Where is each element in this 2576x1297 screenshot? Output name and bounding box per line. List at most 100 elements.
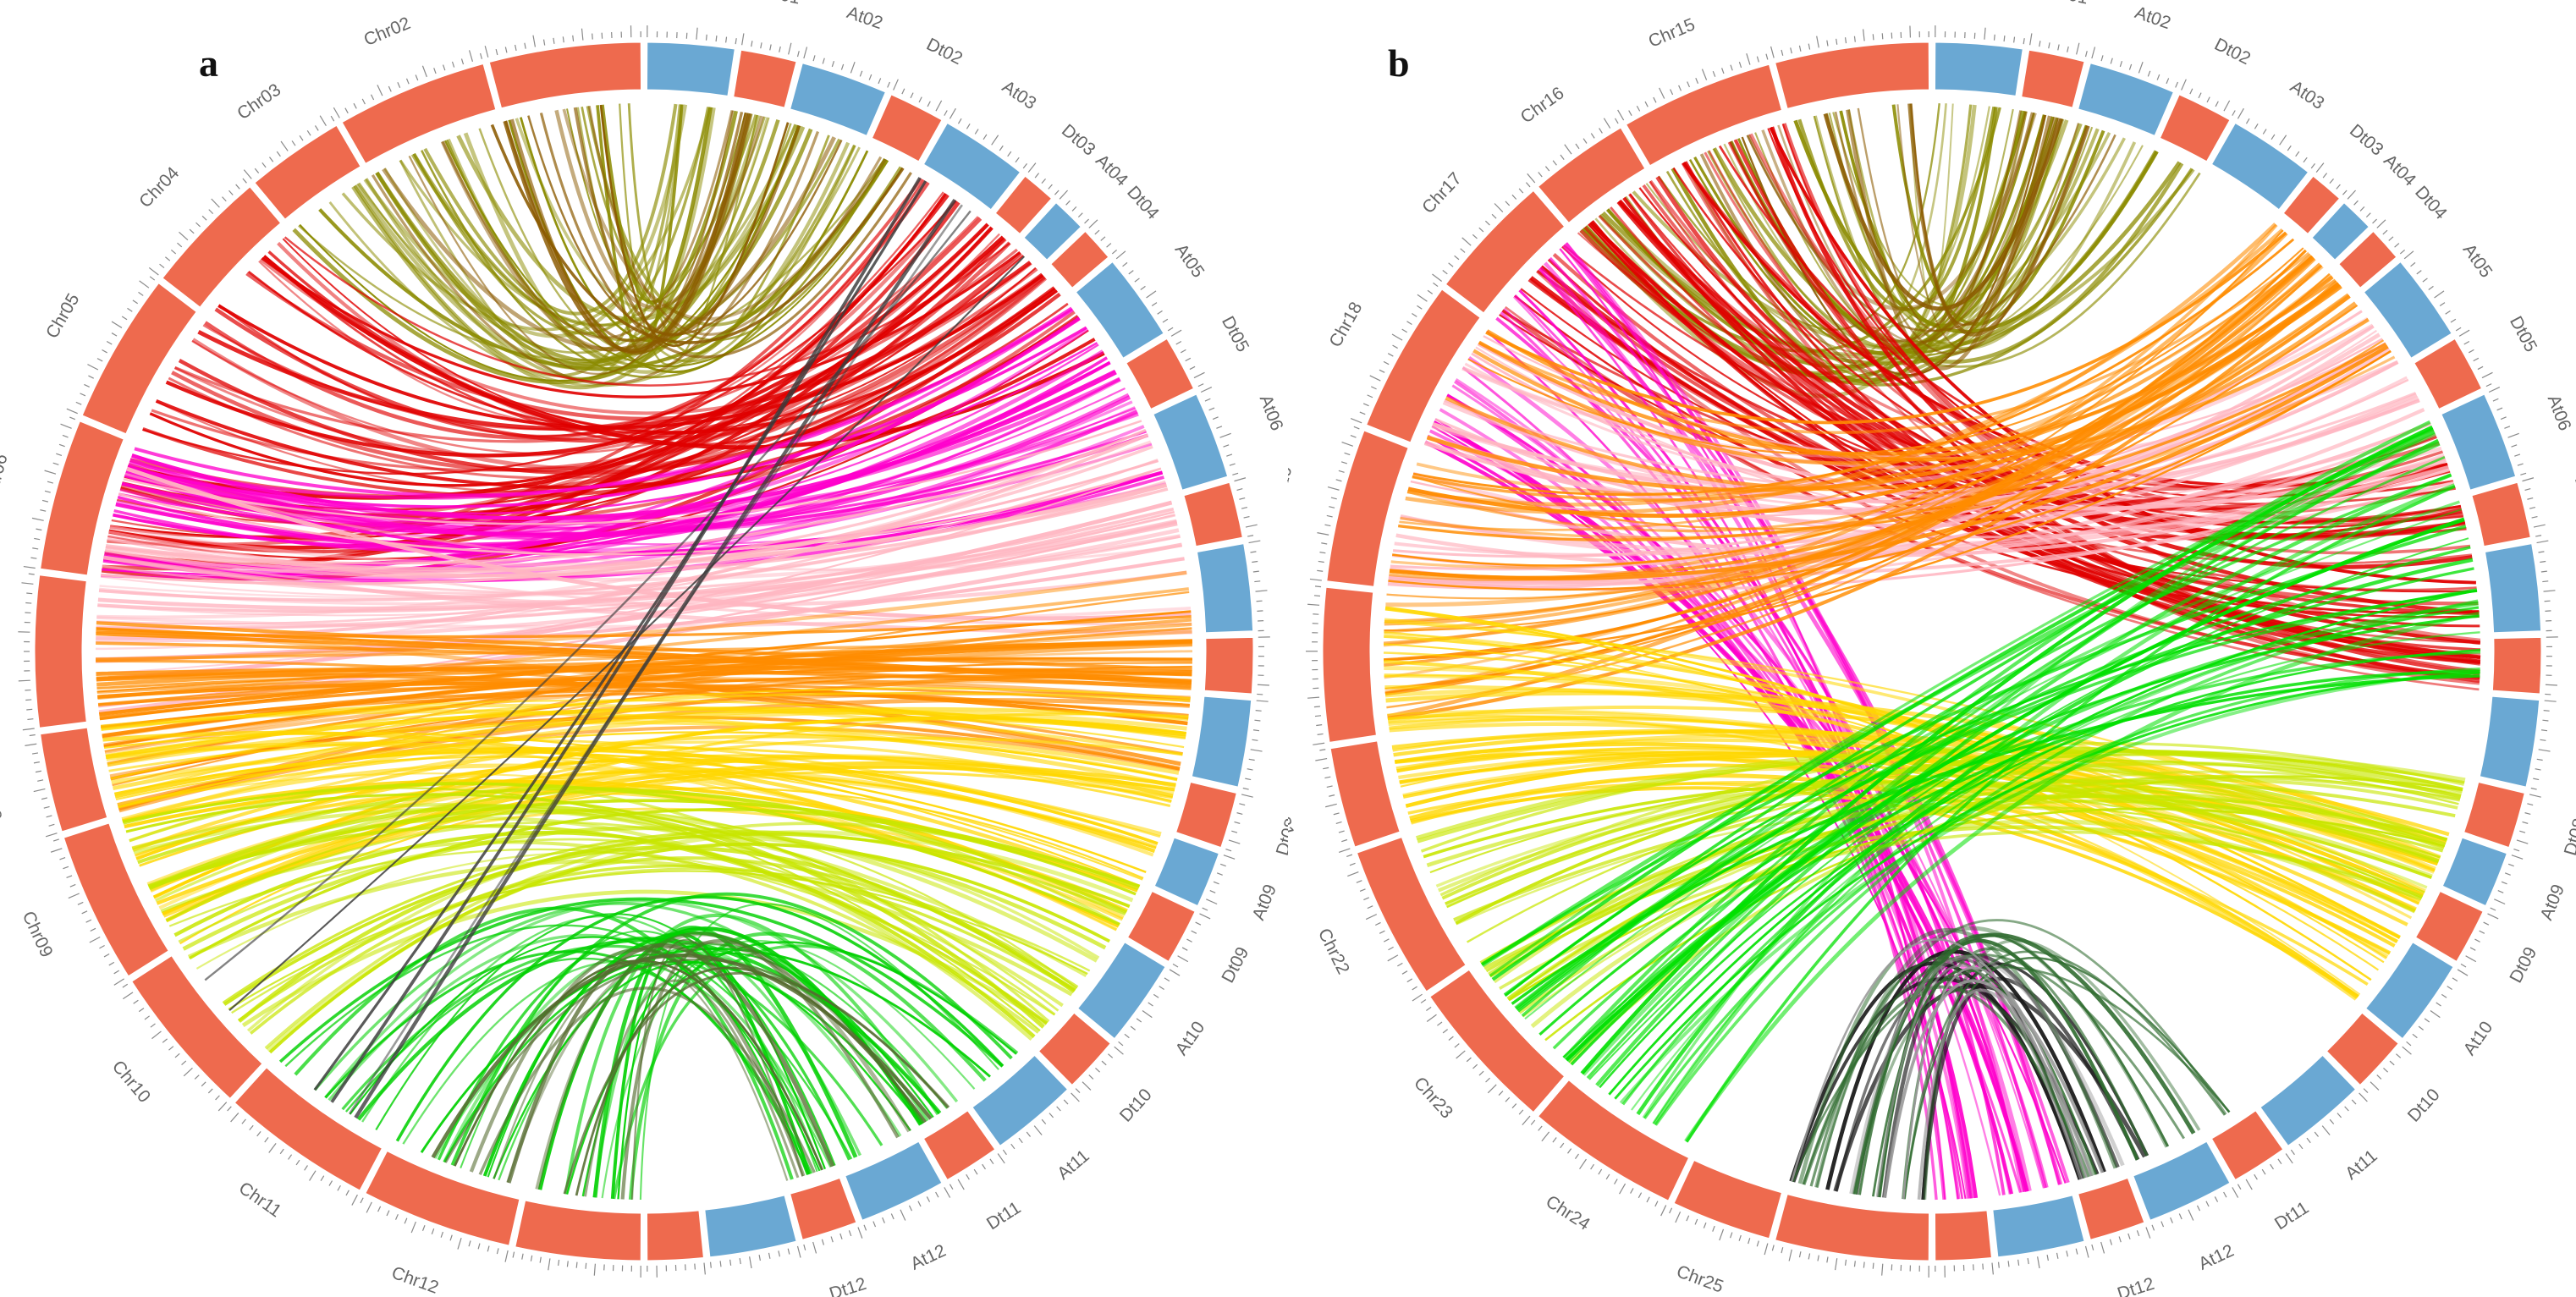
scale-tick	[2511, 444, 2518, 448]
scale-tick	[1383, 360, 1390, 365]
scale-tick	[2504, 426, 2511, 429]
scale-tick	[1059, 190, 1069, 200]
scale-tick	[1177, 955, 1189, 963]
scale-tick	[1881, 1263, 1884, 1276]
scale-tick	[1015, 157, 1020, 163]
synteny-link	[191, 233, 1000, 455]
scale-tick	[440, 1231, 444, 1238]
chromosome-segment-dt12	[2078, 1177, 2145, 1240]
scale-tick	[1442, 270, 1448, 275]
scale-tick	[1872, 1262, 1874, 1269]
scale-tick	[1485, 1077, 1490, 1083]
synteny-link	[506, 943, 835, 1184]
synteny-link	[96, 627, 1192, 683]
chromosome-label-dt11: Dt11	[2271, 1198, 2312, 1234]
scale-tick	[1048, 184, 1053, 190]
scale-tick	[1326, 785, 1333, 789]
scale-tick	[377, 85, 383, 96]
scale-tick	[1511, 194, 1517, 200]
synteny-link	[1903, 950, 2226, 1200]
scale-tick	[2540, 729, 2548, 732]
scale-tick	[1002, 1149, 1007, 1156]
scale-tick	[31, 517, 44, 521]
scale-tick	[2465, 955, 2477, 963]
scale-tick	[345, 1190, 350, 1196]
scale-tick	[572, 35, 575, 41]
scale-tick	[2109, 1239, 2113, 1245]
synteny-link	[147, 824, 1049, 1025]
scale-tick	[2295, 151, 2300, 157]
scale-tick	[1997, 1261, 2000, 1268]
scale-tick	[1653, 96, 1657, 103]
synteny-link	[105, 433, 1148, 565]
scale-tick	[1252, 729, 1260, 732]
scale-tick	[2151, 1224, 2155, 1231]
scale-tick	[1216, 872, 1223, 876]
scale-tick	[121, 316, 128, 321]
scale-tick	[330, 115, 335, 122]
scale-tick	[36, 528, 42, 531]
synteny-link	[134, 754, 1172, 857]
scale-tick	[460, 58, 465, 65]
scale-tick	[241, 1118, 246, 1124]
synteny-link	[440, 113, 752, 352]
chromosome-label-dt03: Dt03	[2346, 121, 2387, 160]
chromosome-segment-dt11	[922, 1110, 996, 1181]
scale-tick	[451, 61, 455, 68]
scale-tick	[89, 936, 101, 943]
synteny-link	[118, 746, 1171, 809]
scale-tick	[1379, 930, 1385, 934]
synteny-link	[587, 106, 883, 336]
scale-tick	[1527, 173, 1536, 184]
scale-tick	[548, 1258, 551, 1271]
scale-tick	[1101, 1060, 1107, 1066]
scale-tick	[1162, 318, 1169, 323]
ideogram-group: At01Dt01At02Dt02At03Dt03At04Dt04At05Dt05…	[0, 0, 1288, 1297]
scale-tick	[2336, 184, 2341, 190]
synteny-link	[204, 210, 972, 981]
scale-tick	[2298, 1143, 2304, 1150]
scale-tick	[751, 41, 753, 47]
scale-tick	[719, 1261, 722, 1267]
scale-tick	[2487, 913, 2499, 920]
scale-tick	[314, 125, 319, 131]
scale-tick	[495, 49, 498, 56]
scale-tick	[1365, 914, 1378, 921]
scale-tick	[1738, 62, 1742, 69]
scale-tick	[149, 276, 156, 281]
scale-tick	[908, 1205, 913, 1212]
scale-tick	[170, 249, 177, 255]
scale-tick	[2303, 157, 2308, 163]
scale-tick	[2322, 173, 2328, 179]
synteny-link	[249, 856, 1079, 1035]
chromosome-segment-dt08	[2463, 781, 2525, 849]
scale-tick	[386, 1210, 390, 1217]
synteny-link	[1849, 955, 2125, 1195]
scale-tick	[779, 46, 781, 52]
scale-tick	[1461, 237, 1472, 246]
scale-tick	[44, 470, 57, 475]
chromosome-label-at03: At03	[2287, 77, 2328, 113]
synteny-link	[118, 467, 1162, 556]
synteny-link	[129, 308, 1074, 500]
scale-tick	[111, 321, 123, 328]
scale-tick	[1636, 105, 1641, 112]
scale-tick	[1406, 321, 1412, 326]
scale-tick	[370, 94, 375, 101]
scale-tick	[181, 1060, 187, 1066]
synteny-link	[97, 521, 1178, 611]
chromosome-segment-dt13	[1934, 1210, 1992, 1261]
scale-tick	[729, 1259, 732, 1266]
synteny-link	[630, 938, 804, 1200]
scale-tick	[1844, 37, 1847, 44]
scale-tick	[2540, 570, 2547, 573]
scale-tick	[138, 291, 144, 296]
scale-tick	[1730, 1232, 1733, 1239]
scale-tick	[2118, 1236, 2122, 1243]
synteny-link	[95, 428, 1147, 651]
scale-tick	[1228, 839, 1241, 844]
chromosome-segment-at04	[2311, 202, 2370, 261]
chromosome-segment-dt03	[2282, 175, 2341, 234]
synteny-link	[1511, 674, 2480, 1005]
scale-tick	[991, 135, 999, 146]
